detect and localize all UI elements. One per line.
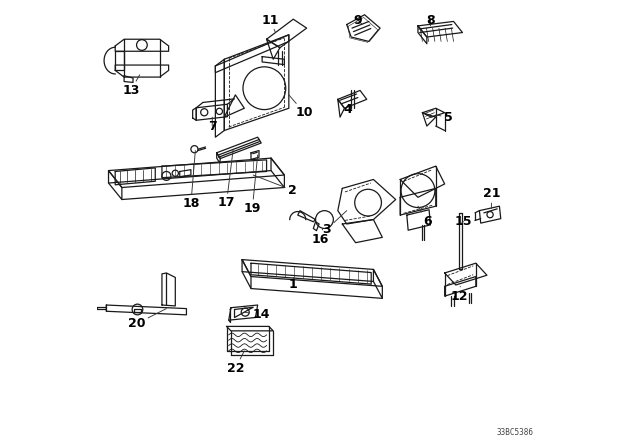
Text: 17: 17 [218,149,236,209]
Text: 9: 9 [353,13,362,26]
Text: 7: 7 [208,117,216,133]
Text: 6: 6 [418,206,432,228]
Text: 14: 14 [244,308,270,321]
Text: 5: 5 [436,111,452,124]
Text: 13: 13 [122,75,140,97]
Text: 11: 11 [261,13,279,33]
Text: 1: 1 [289,277,298,291]
Text: 2: 2 [253,175,297,197]
Text: 12: 12 [450,286,468,303]
Text: 33BC5386: 33BC5386 [497,428,534,437]
Text: 4: 4 [343,99,352,116]
Text: 3: 3 [323,211,347,236]
Text: 8: 8 [426,13,435,26]
Text: 19: 19 [244,155,261,215]
Text: 20: 20 [128,309,166,330]
Text: 15: 15 [454,215,472,228]
Text: 21: 21 [483,187,500,208]
Text: 22: 22 [227,351,244,375]
Text: 16: 16 [311,228,329,246]
Text: 18: 18 [182,151,200,211]
Text: 10: 10 [289,95,313,119]
